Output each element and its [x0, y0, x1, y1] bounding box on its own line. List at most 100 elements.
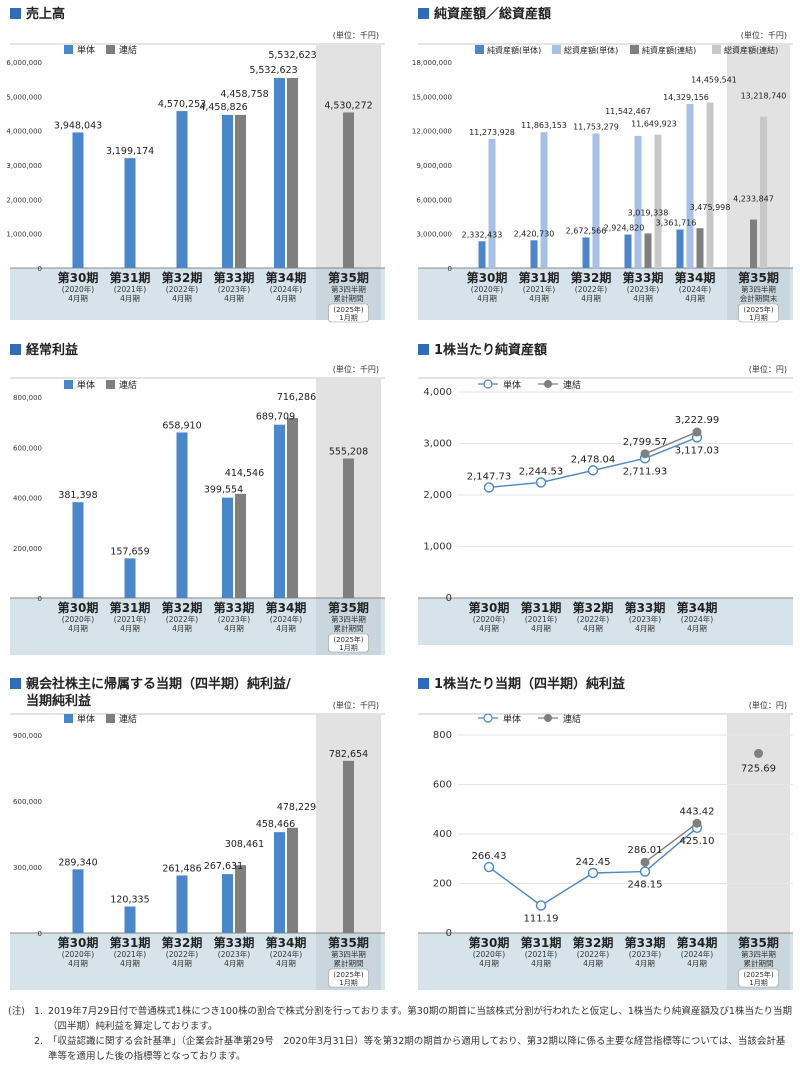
category-label: 第33期	[625, 935, 666, 950]
y-tick-label: 900,000	[13, 732, 42, 740]
bar-ordinary	[124, 558, 136, 598]
category-sub: (2021年)	[525, 614, 558, 624]
category-label: 第34期	[677, 600, 718, 615]
chart-bps: 1株当たり純資産額 (単位：円) 0 1,000 2,000 3,000 4,000 第30期…	[418, 342, 793, 645]
data-label: 414,546	[225, 468, 264, 479]
data-label: 689,709	[256, 412, 295, 423]
data-label: 2,711.93	[623, 466, 668, 477]
title-square-icon	[10, 678, 21, 689]
category-sub: 累計期間	[334, 958, 364, 968]
category-label: 第31期	[521, 600, 562, 615]
data-label: 14,329,156	[663, 93, 709, 102]
category-sub: (2020年)	[62, 949, 95, 959]
chart-eps: 1株当たり当期（四半期）純利益(単位：円)0200400600800第30期(2…	[418, 676, 793, 990]
category-sub: 4月期	[583, 959, 603, 968]
y-tick-label: 800	[433, 730, 452, 741]
bar-netincome	[274, 832, 285, 933]
category-sub: 1月期	[339, 979, 357, 987]
period35-subbox	[328, 303, 369, 323]
category-label: 第31期	[110, 600, 151, 615]
category-sub: (2020年)	[62, 284, 95, 294]
category-sub: 4月期	[120, 624, 140, 633]
data-label: 11,863,153	[521, 121, 567, 130]
category-sub: (2023年)	[627, 284, 660, 294]
category-sub: 4月期	[583, 624, 603, 633]
legend-swatch	[106, 380, 115, 389]
legend-label: 単体	[77, 379, 95, 391]
bar-assets	[488, 138, 496, 268]
footnote-number: 1.	[34, 1006, 44, 1017]
category-label: 第35期	[328, 935, 369, 950]
category-sub: (2021年)	[114, 614, 147, 624]
legend-swatch	[106, 45, 115, 54]
unit-label: (単位：千円)	[333, 700, 379, 710]
category-label: 第31期	[110, 935, 151, 950]
category-sub: (2025年)	[333, 635, 364, 644]
legend-swatch	[630, 45, 639, 54]
category-sub: (2024年)	[270, 614, 303, 624]
category-sub: 4月期	[687, 624, 707, 633]
bar-ordinary	[274, 424, 285, 598]
bar-ordinary	[235, 493, 246, 598]
y-tick-label: 5,000,000	[6, 93, 42, 101]
footnote-text: 2019年7月29日付で普通株式1株につき100株の割合で株式分割を行っておりま…	[48, 1006, 792, 1032]
data-label: 157,659	[110, 546, 149, 557]
category-sub: 4月期	[224, 959, 244, 968]
category-label: 第32期	[571, 270, 612, 285]
y-tick-label: 3,000	[423, 439, 452, 450]
legend-label: 連結	[119, 713, 137, 725]
data-label: 458,466	[256, 819, 295, 830]
y-tick-label: 200,000	[13, 545, 42, 553]
data-label: 3,361,716	[656, 219, 697, 228]
category-sub: 4月期	[529, 294, 549, 303]
category-sub: 4月期	[479, 624, 499, 633]
data-label: 2,244.53	[519, 466, 564, 477]
y-tick-label: 0	[38, 595, 42, 603]
chart-assets: 純資産額／総資産額 (単位：千円) 0 3,000,000 6,000,000 9,000…	[412, 6, 793, 323]
footnotes: (注) 1. 2019年7月29日付で普通株式1株につき100株の割合で株式分割…	[8, 1004, 794, 1064]
legend-label: 総資産額(単体)	[564, 45, 618, 55]
category-sub: (2021年)	[523, 284, 556, 294]
category-sub: 4月期	[276, 959, 296, 968]
category-sub: 4月期	[531, 624, 551, 633]
legend-label: 単体	[77, 713, 95, 725]
legend-label: 連結	[119, 44, 137, 56]
title-square-icon	[10, 344, 21, 355]
y-tick-label: 800,000	[13, 394, 42, 402]
category-label: 第32期	[573, 600, 614, 615]
data-point	[587, 867, 599, 879]
category-sub: 4月期	[276, 624, 296, 633]
bar-assets	[540, 132, 548, 268]
category-sub: (2023年)	[218, 949, 251, 959]
category-sub: 累計期間	[334, 623, 364, 633]
y-tick-label: 6,000,000	[416, 196, 452, 204]
data-label: 5,532,623	[249, 65, 297, 76]
bar-assets	[706, 102, 714, 268]
data-label: 4,233,847	[733, 195, 774, 204]
bar-ordinary	[222, 497, 233, 598]
data-label: 14,459,541	[691, 76, 737, 85]
bar-assets	[644, 233, 652, 268]
y-tick-label: 18,000,000	[412, 59, 452, 67]
data-label: 261,486	[162, 863, 201, 874]
data-label: 478,229	[277, 802, 316, 813]
category-label: 第34期	[677, 935, 718, 950]
category-sub: 4月期	[687, 959, 707, 968]
legend-swatch	[106, 714, 115, 723]
legend-label: 単体	[503, 379, 521, 391]
chart-title: 経常利益	[26, 342, 78, 358]
category-label: 第35期	[328, 600, 369, 615]
y-tick-label: 6,000,000	[6, 59, 42, 67]
category-sub: 4月期	[172, 624, 192, 633]
legend-label: 連結	[563, 379, 581, 391]
bar-assets	[582, 237, 590, 268]
data-label: 13,218,740	[741, 92, 787, 101]
category-sub: (2024年)	[681, 614, 714, 624]
footnote-1: (注) 1. 2019年7月29日付で普通株式1株につき100株の割合で株式分割…	[8, 1004, 794, 1034]
title-square-icon	[418, 8, 429, 19]
y-tick-label: 1,000	[423, 542, 452, 553]
chart-title-line2: 当期純利益	[26, 693, 91, 709]
data-label: 11,542,467	[605, 107, 651, 116]
data-point	[483, 482, 495, 493]
period35-subbox	[328, 633, 369, 653]
